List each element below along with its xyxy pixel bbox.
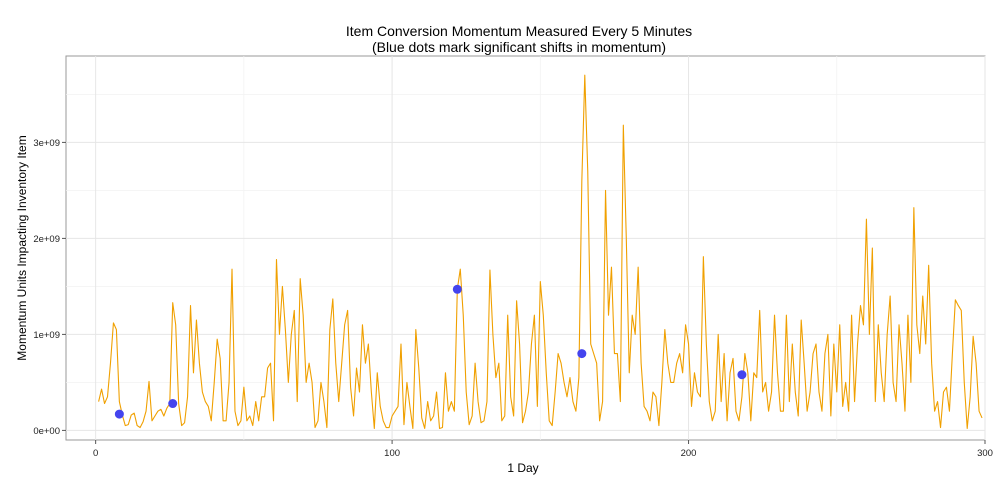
- y-tick-label: 0e+00: [33, 426, 60, 437]
- shift-point: [737, 370, 747, 380]
- y-tick-label: 2e+09: [33, 234, 60, 245]
- y-axis-title: Momentum Units Impacting Inventory Item: [15, 135, 29, 360]
- grid-lines: [66, 56, 986, 440]
- plot-panel: [65, 55, 986, 441]
- y-tick-label: 1e+09: [33, 330, 60, 341]
- momentum-line: [98, 74, 983, 430]
- y-axis-ticks: 0e+00 1e+09 2e+09 3e+09: [33, 138, 66, 437]
- x-axis-title: 1 Day: [507, 461, 538, 475]
- y-tick-label: 3e+09: [33, 138, 60, 149]
- x-tick-label: 0: [93, 448, 98, 459]
- chart-title: Item Conversion Momentum Measured Every …: [346, 23, 692, 39]
- x-tick-label: 300: [977, 448, 993, 459]
- shift-point: [452, 284, 462, 294]
- x-tick-label: 200: [681, 448, 697, 459]
- shift-point: [114, 409, 124, 419]
- x-axis-ticks: 0 100 200 300: [93, 440, 993, 459]
- shift-point: [577, 349, 587, 359]
- x-tick-label: 100: [384, 448, 400, 459]
- shift-point: [168, 399, 178, 409]
- chart-subtitle: (Blue dots mark significant shifts in mo…: [372, 39, 666, 55]
- shift-points: [114, 284, 747, 419]
- series-line: [98, 74, 983, 430]
